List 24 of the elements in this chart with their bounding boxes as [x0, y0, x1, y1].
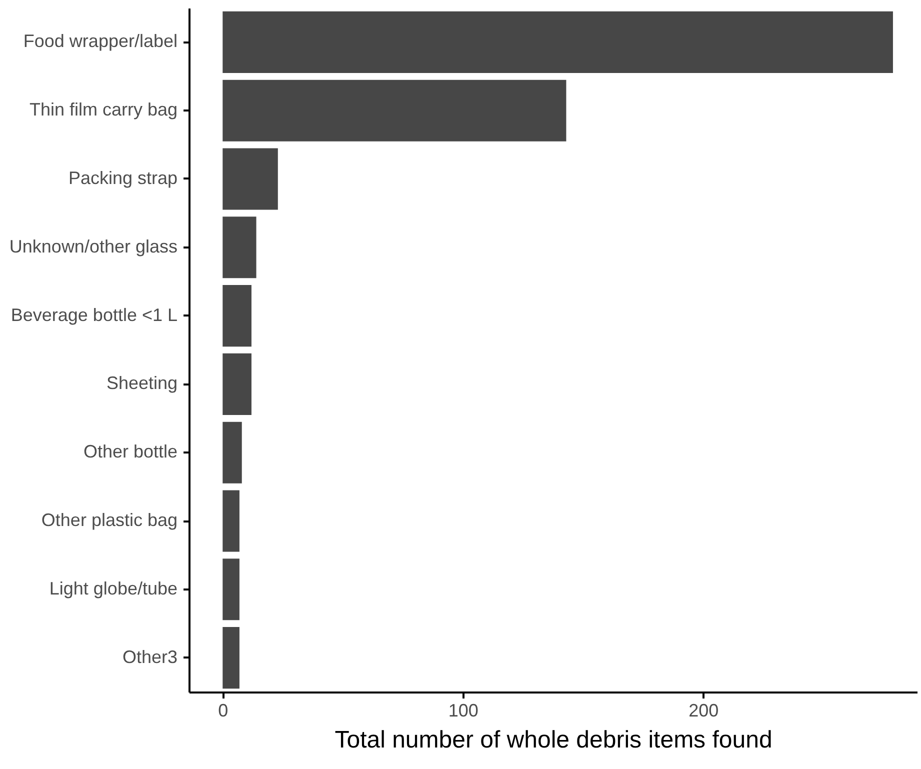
y-tick-label: Unknown/other glass: [9, 236, 178, 256]
y-tick-label: Sheeting: [106, 373, 178, 394]
bar: [222, 11, 893, 73]
y-tick-label: Packing strap: [68, 168, 178, 188]
y-tick-label: Other3: [122, 646, 178, 667]
bar: [222, 353, 252, 415]
y-tick-label: Thin film carry bag: [29, 100, 178, 120]
y-tick-label: Other plastic bag: [41, 510, 178, 530]
x-tick-label: 200: [688, 700, 719, 720]
y-tick-label: Light globe/tube: [49, 578, 178, 598]
bar: [222, 216, 256, 278]
y-tick-label: Food wrapper/label: [23, 31, 178, 52]
bar: [222, 422, 242, 484]
bar: [222, 148, 278, 210]
bar: [222, 627, 240, 689]
x-tick-label: 100: [448, 700, 478, 720]
y-tick-label: Beverage bottle <1 L: [10, 304, 178, 325]
x-axis-title: Total number of whole debris items found: [334, 726, 772, 754]
x-tick-label: 0: [218, 700, 228, 720]
bar: [222, 285, 252, 347]
bar: [222, 490, 240, 552]
y-tick-label: Other bottle: [83, 442, 178, 462]
bar: [222, 80, 566, 142]
bar: [222, 558, 240, 620]
